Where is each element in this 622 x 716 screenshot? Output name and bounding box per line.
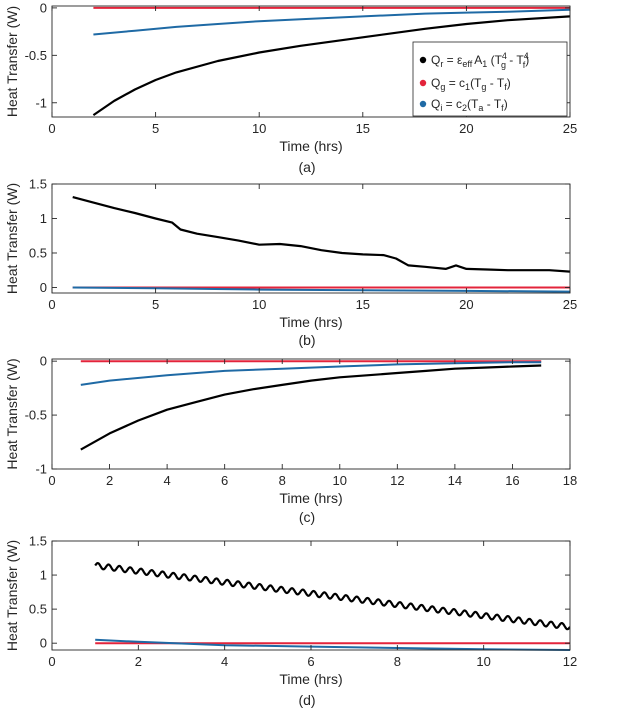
y-axis-label: Heat Transfer (W) [4, 183, 20, 294]
legend-entry-qg: Qg = c1(Tg - Tf) [431, 76, 511, 92]
panel-label: (a) [298, 159, 315, 175]
y-tick-label: 0 [40, 280, 47, 295]
y-tick-label: 0.5 [29, 245, 47, 260]
y-tick-label: -1 [35, 462, 47, 477]
x-tick-label: 18 [563, 473, 577, 488]
legend-marker-qr [419, 56, 427, 64]
x-tick-label: 6 [307, 654, 314, 669]
x-tick-label: 0 [48, 473, 55, 488]
chart-panel-b: 0 5 10 15 20 25 0 0.5 1 1.5 Time (hrs) Heat Transfe… [4, 177, 577, 349]
plot-area [52, 541, 570, 650]
x-tick-label: 16 [505, 473, 519, 488]
y-tick-label: 0 [40, 636, 47, 651]
x-tick-label: 8 [394, 654, 401, 669]
x-tick-label: 10 [252, 297, 266, 312]
x-tick-label: 20 [459, 121, 473, 136]
legend-marker-qg [419, 79, 427, 87]
x-tick-label: 25 [563, 121, 577, 136]
x-axis-label: Time (hrs) [279, 490, 342, 506]
x-tick-label: 12 [563, 654, 577, 669]
axes-box [51, 183, 571, 294]
y-tick-label: 0 [40, 354, 47, 369]
series-line-qr [80, 364, 542, 451]
x-tick-label: 5 [152, 121, 159, 136]
series-group [72, 196, 570, 293]
x-tick-label: 2 [106, 473, 113, 488]
x-tick-label: 2 [135, 654, 142, 669]
y-tick-label: -0.5 [25, 408, 47, 423]
series-group [92, 6, 570, 117]
x-tick-label: 10 [252, 121, 266, 136]
x-tick-label: 0 [48, 297, 55, 312]
y-tick-label: -1 [35, 95, 47, 110]
panel-label: (d) [298, 692, 315, 708]
x-tick-label: 25 [563, 297, 577, 312]
y-tick-label: 1.5 [29, 534, 47, 549]
x-tick-label: 15 [356, 297, 370, 312]
y-tick-label: 0.5 [29, 602, 47, 617]
x-tick-label: 0 [48, 121, 55, 136]
x-tick-label: 6 [221, 473, 228, 488]
x-tick-label: 4 [163, 473, 170, 488]
x-tick-label: 20 [459, 297, 473, 312]
axes-box [51, 5, 571, 118]
axes-box [51, 358, 571, 470]
x-tick-label: 14 [448, 473, 462, 488]
x-axis-label: Time (hrs) [279, 314, 342, 330]
series-line-qi [93, 8, 570, 36]
plot-area [52, 184, 570, 293]
legend-box [412, 41, 568, 117]
series-line-qr [92, 15, 570, 117]
series-line-qr [94, 562, 570, 631]
y-tick-label: 1 [40, 211, 47, 226]
y-tick-label: -0.5 [25, 48, 47, 63]
series-group [80, 360, 542, 451]
x-tick-label: 12 [390, 473, 404, 488]
legend: Qr = εeff A1 (T4 g - T4 f) Qg = c1(Tg - Tf)… [412, 41, 568, 117]
y-axis-label: Heat Transfer (W) [4, 6, 20, 117]
series-line-qi [80, 361, 542, 386]
panel-label: (c) [299, 509, 315, 525]
x-tick-label: 10 [476, 654, 490, 669]
x-tick-label: 0 [48, 654, 55, 669]
y-tick-label: 1 [40, 568, 47, 583]
chart-panel-d: 0 2 4 6 8 10 12 0 0.5 1 1.5 Time (hrs) Heat Transfer… [4, 534, 577, 709]
legend-entry-qi: Qi = c2(Ta - Tf) [431, 97, 508, 113]
x-axis-label: Time (hrs) [279, 138, 342, 154]
y-axis-label: Heat Transfer (W) [4, 358, 20, 469]
plot-area [52, 359, 570, 469]
x-tick-label: 4 [221, 654, 228, 669]
y-axis-label: Heat Transfer (W) [4, 540, 20, 651]
x-tick-label: 8 [279, 473, 286, 488]
chart-panel-c: 0 2 4 6 8 10 12 14 16 18 -1 -0.5 0 Time (hrs) Heat Tra… [4, 354, 577, 525]
series-line-qr [72, 196, 570, 273]
y-tick-label: 1.5 [29, 177, 47, 192]
x-tick-label: 15 [356, 121, 370, 136]
x-axis-label: Time (hrs) [279, 671, 342, 687]
legend-marker-qi [419, 100, 427, 108]
x-tick-label: 10 [333, 473, 347, 488]
x-tick-label: 5 [152, 297, 159, 312]
y-tick-label: 0 [40, 0, 47, 15]
panel-label: (b) [298, 332, 315, 348]
series-line-qi [72, 286, 570, 293]
legend-entry-qr: Qr = εeff A1 (T4 g - T4 f) [431, 51, 529, 70]
